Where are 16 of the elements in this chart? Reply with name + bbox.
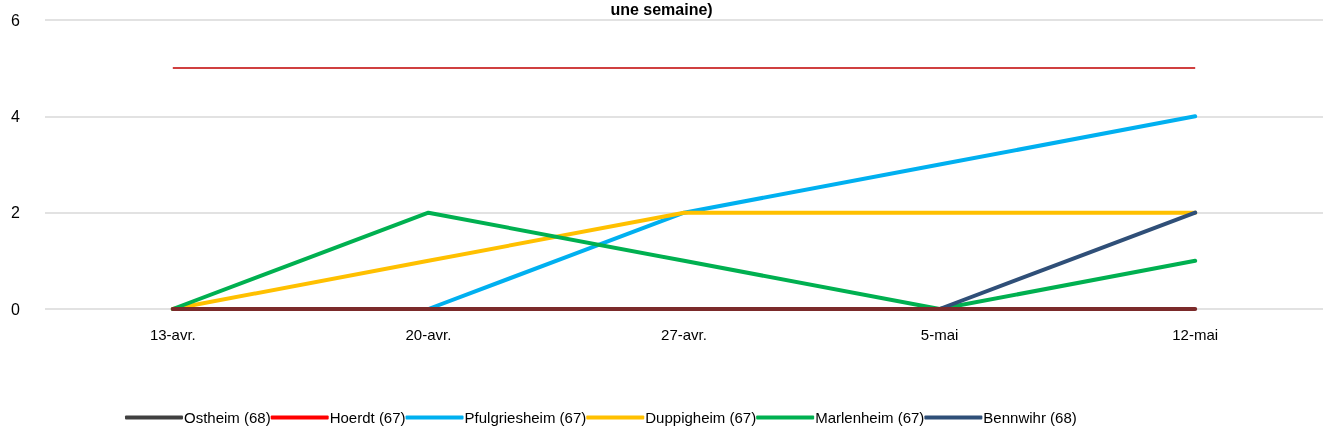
y-tick-label: 2 (11, 204, 21, 222)
legend-label: Bennwihr (68) (983, 409, 1077, 426)
chart-title: une semaine) (610, 0, 713, 18)
legend-label: Marlenheim (67) (815, 409, 925, 426)
x-tick-label: 13-avr. (149, 326, 196, 343)
x-tick-label: 5-mai (920, 326, 959, 343)
y-tick-label: 6 (11, 11, 21, 29)
x-tick-label: 20-avr. (405, 326, 452, 343)
legend-label: Ostheim (68) (184, 409, 271, 426)
legend-label: Duppigheim (67) (645, 409, 757, 426)
x-tick-label: 27-avr. (661, 326, 707, 343)
x-tick-label: 12-mai (1172, 326, 1219, 343)
legend-label: Hoerdt (67) (329, 409, 406, 426)
legend-label: Pfulgriesheim (67) (464, 409, 587, 426)
y-tick-label: 4 (11, 107, 21, 125)
y-tick-label: 0 (11, 300, 21, 318)
